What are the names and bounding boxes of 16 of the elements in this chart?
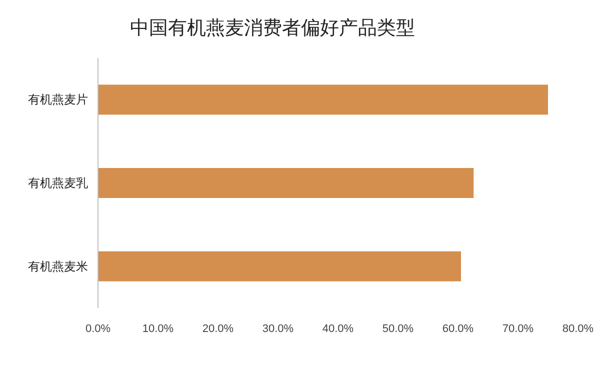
x-tick-label: 50.0% <box>382 323 414 335</box>
y-tick-label: 有机燕麦乳 <box>28 176 88 190</box>
x-tick-label: 20.0% <box>202 323 234 335</box>
y-tick-label: 有机燕麦米 <box>28 259 88 274</box>
x-tick-label: 0.0% <box>85 323 111 335</box>
x-tick-label: 40.0% <box>322 323 354 335</box>
bar <box>98 168 474 198</box>
x-tick-label: 30.0% <box>262 323 294 335</box>
y-tick-label: 有机燕麦片 <box>28 92 88 107</box>
x-tick-label: 60.0% <box>442 323 474 335</box>
x-tick-label: 70.0% <box>502 323 534 335</box>
bar <box>98 251 461 282</box>
x-tick-label: 10.0% <box>142 323 174 335</box>
chart-title: 中国有机燕麦消费者偏好产品类型 <box>130 18 415 39</box>
bar <box>98 84 548 115</box>
x-tick-label: 80.0% <box>562 323 594 335</box>
